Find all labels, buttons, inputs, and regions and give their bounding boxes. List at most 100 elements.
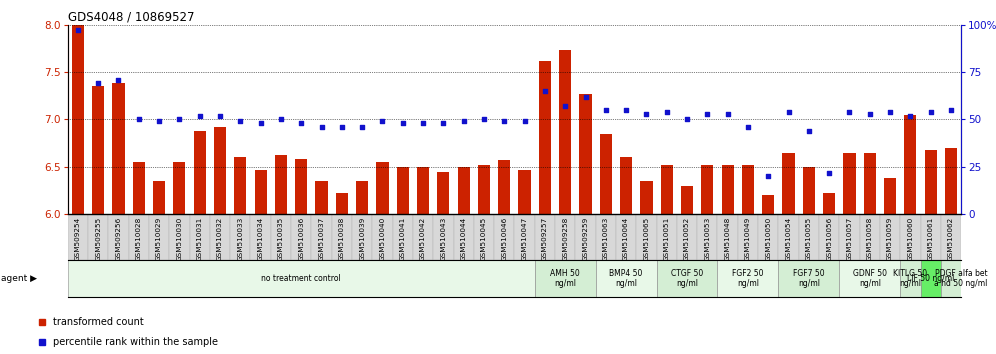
Point bbox=[679, 116, 695, 122]
Bar bbox=[840, 214, 860, 260]
Bar bbox=[214, 127, 226, 214]
Bar bbox=[230, 214, 250, 260]
Point bbox=[91, 81, 107, 86]
Bar bbox=[941, 214, 961, 260]
Bar bbox=[576, 214, 596, 260]
Point bbox=[862, 111, 877, 116]
Text: LIF 50 ng/ml: LIF 50 ng/ml bbox=[907, 274, 954, 283]
Bar bbox=[924, 150, 937, 214]
Bar bbox=[681, 186, 693, 214]
Bar bbox=[498, 160, 510, 214]
Bar bbox=[920, 260, 941, 297]
Text: GSM510034: GSM510034 bbox=[258, 217, 264, 261]
Point bbox=[130, 116, 146, 122]
Text: GSM510065: GSM510065 bbox=[643, 217, 649, 261]
Text: GSM510057: GSM510057 bbox=[847, 217, 853, 261]
Point bbox=[821, 170, 837, 175]
Text: GSM510045: GSM510045 bbox=[481, 217, 487, 261]
Text: GSM510050: GSM510050 bbox=[765, 217, 771, 261]
Point bbox=[740, 124, 756, 130]
Text: GSM510063: GSM510063 bbox=[603, 217, 609, 261]
Text: GSM510044: GSM510044 bbox=[461, 217, 467, 261]
Point bbox=[111, 77, 126, 82]
Text: GSM510046: GSM510046 bbox=[501, 217, 507, 261]
Point bbox=[699, 111, 715, 116]
Bar bbox=[433, 214, 453, 260]
Text: GSM510040: GSM510040 bbox=[379, 217, 385, 261]
Point bbox=[456, 119, 472, 124]
Bar bbox=[656, 214, 677, 260]
Point bbox=[578, 94, 594, 99]
Text: GSM510035: GSM510035 bbox=[278, 217, 284, 261]
Bar bbox=[884, 178, 896, 214]
Bar bbox=[600, 134, 612, 214]
Text: GSM509256: GSM509256 bbox=[116, 217, 122, 261]
Bar bbox=[738, 214, 758, 260]
Bar bbox=[758, 214, 779, 260]
Bar bbox=[109, 214, 128, 260]
Text: GSM510064: GSM510064 bbox=[623, 217, 629, 261]
Text: GSM510032: GSM510032 bbox=[217, 217, 223, 261]
Text: agent ▶: agent ▶ bbox=[1, 274, 37, 283]
Bar bbox=[316, 181, 328, 214]
Bar bbox=[193, 131, 206, 214]
Bar bbox=[860, 214, 879, 260]
Text: AMH 50
ng/ml: AMH 50 ng/ml bbox=[551, 269, 580, 289]
Bar bbox=[555, 214, 576, 260]
Bar bbox=[417, 167, 429, 214]
Bar bbox=[68, 260, 535, 297]
Bar bbox=[113, 84, 124, 214]
Bar bbox=[539, 61, 551, 214]
Bar bbox=[840, 260, 900, 297]
Bar bbox=[819, 214, 840, 260]
Text: GSM510051: GSM510051 bbox=[663, 217, 669, 261]
Point bbox=[171, 116, 187, 122]
Bar bbox=[640, 181, 652, 214]
Text: FGF2 50
ng/ml: FGF2 50 ng/ml bbox=[732, 269, 764, 289]
Text: GSM510028: GSM510028 bbox=[135, 217, 141, 261]
Point bbox=[517, 119, 533, 124]
Bar bbox=[799, 214, 819, 260]
Bar bbox=[356, 181, 369, 214]
Bar bbox=[721, 165, 734, 214]
Bar bbox=[169, 214, 189, 260]
Bar bbox=[717, 214, 738, 260]
Bar bbox=[616, 214, 636, 260]
Point bbox=[658, 109, 674, 115]
Bar bbox=[376, 162, 388, 214]
Text: PDGF alfa bet
a hd 50 ng/ml: PDGF alfa bet a hd 50 ng/ml bbox=[934, 269, 988, 289]
Bar bbox=[900, 260, 920, 297]
Bar bbox=[312, 214, 332, 260]
Bar bbox=[332, 214, 352, 260]
Point bbox=[638, 111, 654, 116]
Bar bbox=[864, 153, 875, 214]
Bar bbox=[457, 167, 470, 214]
Text: GSM510048: GSM510048 bbox=[725, 217, 731, 261]
Text: GSM509255: GSM509255 bbox=[96, 217, 102, 261]
Point bbox=[496, 119, 512, 124]
Bar bbox=[373, 214, 392, 260]
Bar bbox=[844, 153, 856, 214]
Bar bbox=[701, 165, 713, 214]
Bar bbox=[779, 260, 840, 297]
Bar bbox=[437, 172, 449, 214]
Text: GSM510053: GSM510053 bbox=[704, 217, 710, 261]
Text: GSM510052: GSM510052 bbox=[684, 217, 690, 261]
Bar bbox=[478, 165, 490, 214]
Point bbox=[253, 120, 269, 126]
Text: KITLG 50
ng/ml: KITLG 50 ng/ml bbox=[893, 269, 927, 289]
Text: GSM509258: GSM509258 bbox=[562, 217, 568, 261]
Bar bbox=[783, 153, 795, 214]
Bar bbox=[234, 157, 246, 214]
Bar bbox=[535, 214, 555, 260]
Bar bbox=[535, 260, 596, 297]
Point bbox=[435, 120, 451, 126]
Point bbox=[720, 111, 736, 116]
Bar bbox=[515, 214, 535, 260]
Text: percentile rank within the sample: percentile rank within the sample bbox=[54, 337, 218, 347]
Bar bbox=[474, 214, 494, 260]
Point bbox=[374, 119, 390, 124]
Text: GSM510059: GSM510059 bbox=[887, 217, 893, 261]
Text: GSM509257: GSM509257 bbox=[542, 217, 548, 261]
Bar bbox=[900, 214, 920, 260]
